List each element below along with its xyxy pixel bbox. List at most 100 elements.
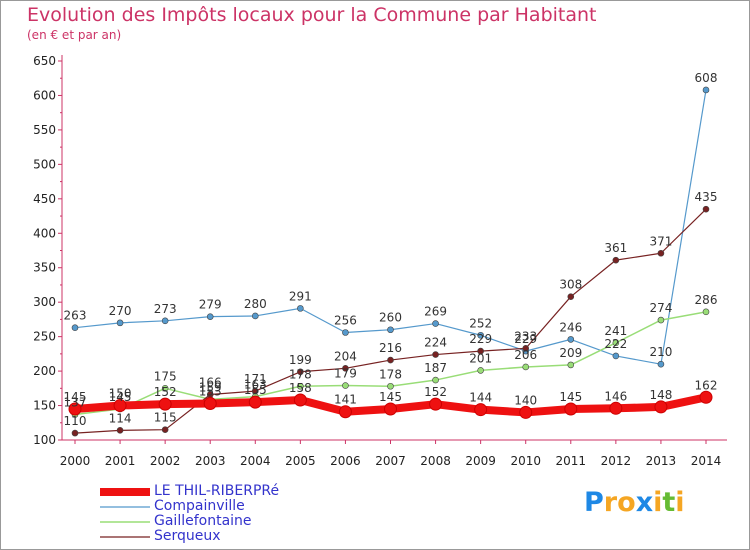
y-tick-label: 600 xyxy=(33,88,56,102)
x-tick-label: 2004 xyxy=(240,454,271,468)
data-label: 145 xyxy=(64,390,87,404)
data-point xyxy=(477,347,484,355)
y-tick-label: 150 xyxy=(33,399,56,413)
data-point xyxy=(342,382,349,389)
data-label: 291 xyxy=(289,289,312,303)
data-point xyxy=(113,399,127,413)
y-tick-label: 250 xyxy=(33,330,56,344)
data-label: 435 xyxy=(695,190,718,204)
logo-letter: t xyxy=(662,487,676,518)
y-tick-label: 350 xyxy=(33,261,56,275)
data-label: 229 xyxy=(514,332,537,346)
data-label: 252 xyxy=(469,316,492,330)
x-tick-label: 2009 xyxy=(465,454,496,468)
data-point xyxy=(474,403,488,417)
data-label: 209 xyxy=(559,346,582,360)
data-label: 256 xyxy=(334,314,357,328)
data-label: 263 xyxy=(64,309,87,323)
data-point xyxy=(161,426,169,433)
logo-letter: P xyxy=(584,487,604,518)
data-label: 273 xyxy=(154,302,177,316)
data-point xyxy=(522,363,530,371)
data-point xyxy=(657,360,665,368)
data-label: 224 xyxy=(424,336,447,350)
data-label: 152 xyxy=(154,385,177,399)
legend-label-le-thil-riberpre: LE THIL-RIBERPRé xyxy=(154,483,280,499)
x-tick-label: 2002 xyxy=(150,454,181,468)
x-tick-label: 2014 xyxy=(691,454,722,468)
legend-label-serqueux: Serqueux xyxy=(154,528,221,544)
data-label: 162 xyxy=(695,378,718,392)
x-tick-label: 2003 xyxy=(195,454,226,468)
data-point xyxy=(432,376,439,384)
data-point xyxy=(158,397,172,411)
data-label: 141 xyxy=(334,393,357,407)
data-point xyxy=(71,324,79,331)
data-label: 204 xyxy=(334,349,357,363)
x-tick-label: 2011 xyxy=(556,454,587,468)
data-point xyxy=(657,316,665,324)
x-tick-label: 2013 xyxy=(646,454,677,468)
y-tick-label: 450 xyxy=(33,192,56,206)
data-label: 115 xyxy=(154,411,177,425)
logo-letter: x xyxy=(635,487,654,518)
data-label: 148 xyxy=(649,388,672,402)
data-label: 145 xyxy=(109,390,132,404)
y-tick-label: 100 xyxy=(33,433,56,447)
data-point xyxy=(206,313,214,320)
data-point xyxy=(612,339,620,347)
data-point xyxy=(657,249,665,257)
data-point xyxy=(116,319,124,327)
data-point xyxy=(609,401,623,415)
data-label: 260 xyxy=(379,311,402,325)
legend-label-gaillefontaine: Gaillefontaine xyxy=(154,513,252,529)
data-label: 210 xyxy=(649,345,672,359)
y-tick-label: 650 xyxy=(33,54,56,68)
data-label: 145 xyxy=(559,390,582,404)
data-point xyxy=(702,205,710,213)
data-point xyxy=(293,393,307,407)
data-point xyxy=(567,361,575,369)
data-label: 241 xyxy=(604,324,627,338)
data-label: 233 xyxy=(514,329,537,343)
y-tick-label: 500 xyxy=(33,157,56,171)
data-label: 159 xyxy=(199,380,222,394)
data-point xyxy=(297,382,304,390)
data-point xyxy=(612,256,620,264)
y-tick-label: 400 xyxy=(33,226,56,240)
data-label: 166 xyxy=(199,376,222,390)
data-label: 216 xyxy=(379,341,402,355)
data-point xyxy=(387,382,394,390)
data-point xyxy=(342,365,349,372)
data-label: 187 xyxy=(424,361,447,375)
data-label: 280 xyxy=(244,297,267,311)
x-tick-label: 2001 xyxy=(105,454,136,468)
data-label: 158 xyxy=(289,381,312,395)
data-label: 153 xyxy=(199,384,222,398)
data-point xyxy=(567,293,575,300)
data-point xyxy=(68,402,82,416)
data-label: 371 xyxy=(649,234,672,248)
y-tick-label: 550 xyxy=(33,123,56,137)
data-point xyxy=(161,317,169,325)
data-point xyxy=(477,367,484,374)
data-label: 175 xyxy=(154,369,177,383)
x-tick-label: 2012 xyxy=(601,454,632,468)
data-label: 155 xyxy=(244,383,267,397)
data-point xyxy=(71,429,79,437)
data-point xyxy=(297,368,304,376)
x-tick-label: 2000 xyxy=(60,454,91,468)
data-label: 274 xyxy=(649,301,672,315)
data-label: 150 xyxy=(109,387,132,401)
y-tick-label: 300 xyxy=(33,295,56,309)
data-label: 229 xyxy=(469,332,492,346)
data-label: 179 xyxy=(334,367,357,381)
data-label: 286 xyxy=(695,293,718,307)
logo-letter: i xyxy=(653,487,663,518)
data-label: 361 xyxy=(604,241,627,255)
x-tick-label: 2007 xyxy=(375,454,406,468)
data-point xyxy=(702,86,710,94)
data-point xyxy=(161,385,169,392)
data-label: 206 xyxy=(514,348,537,362)
